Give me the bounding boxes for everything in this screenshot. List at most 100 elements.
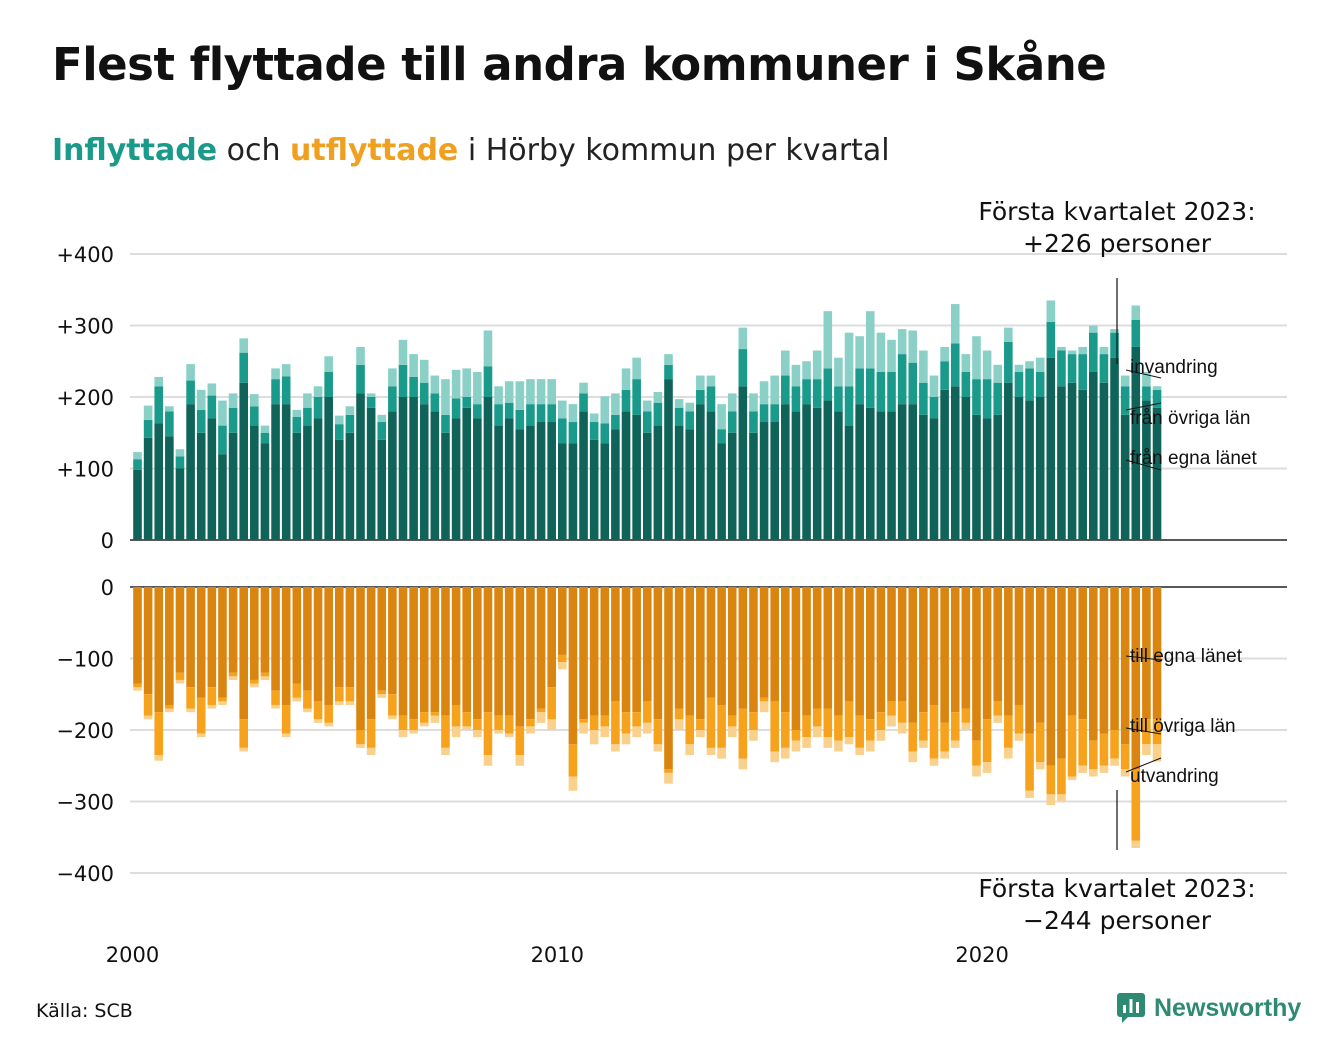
bar-in-1-65 [823,368,833,401]
bar-in-0-30 [451,418,461,540]
bar-out-0-77 [950,587,960,713]
series-label-in-2: från egna länet [1130,448,1257,469]
bar-out-0-10 [239,587,248,720]
bar-out-2-24 [388,715,397,720]
bar-out-2-15 [292,697,302,702]
bar-in-2-3 [165,406,174,412]
bar-in-0-14 [281,404,291,540]
subtitle-and-word: och [226,133,281,168]
bar-in-2-90 [1089,325,1098,333]
bar-out-2-66 [834,740,843,752]
bar-out-0-0 [133,587,142,684]
bar-in-0-2 [154,423,164,540]
bar-out-2-88 [1067,776,1077,781]
bar-out-1-72 [897,701,907,723]
bar-in-1-71 [887,371,896,412]
bar-out-1-29 [441,715,450,748]
bar-out-1-47 [632,712,641,727]
bar-out-0-6 [196,587,206,698]
bar-in-1-40 [558,418,567,444]
bar-in-2-12 [260,425,270,433]
bar-in-2-92 [1110,329,1119,333]
bar-out-1-88 [1067,715,1077,777]
bar-in-2-95 [1142,371,1151,387]
bar-in-1-16 [303,407,312,426]
bar-out-1-33 [483,712,493,756]
bar-out-1-53 [696,719,705,730]
bar-in-2-79 [972,336,981,380]
bar-out-0-40 [558,587,567,655]
bar-out-1-58 [749,712,758,731]
bar-out-2-74 [919,740,928,748]
bar-in-1-48 [642,411,652,433]
bar-out-2-5 [186,708,195,713]
bar-out-2-20 [345,701,355,705]
bar-out-2-18 [324,722,333,727]
bar-out-1-63 [802,715,811,738]
bar-out-1-96 [1152,719,1162,745]
bar-out-2-92 [1110,758,1119,766]
bar-in-2-54 [706,375,716,387]
bar-out-2-33 [483,755,493,766]
bar-out-1-2 [154,712,164,756]
bar-in-0-79 [972,414,981,541]
bar-out-1-32 [473,719,482,730]
series-label-out-0: till egna länet [1130,646,1243,667]
series-label-in-1: från övriga län [1130,408,1250,429]
bar-out-2-51 [674,719,684,730]
bar-in-2-59 [759,381,769,405]
bar-out-2-47 [632,726,641,738]
bar-in-2-37 [526,379,535,405]
bar-out-0-59 [759,587,769,698]
bar-in-1-73 [908,362,918,405]
bar-out-2-77 [950,740,960,748]
bar-out-2-78 [961,722,971,730]
bar-in-2-78 [961,354,971,372]
bar-out-2-1 [143,715,153,720]
bar-in-1-59 [759,404,769,423]
bar-out-2-34 [494,730,503,734]
bar-in-1-38 [536,404,546,423]
bar-in-0-38 [536,422,546,540]
bar-out-0-51 [674,587,684,709]
bar-out-0-93 [1120,587,1130,745]
bar-out-0-14 [281,587,291,705]
bar-out-1-64 [812,708,822,727]
bar-in-0-37 [526,425,535,540]
bar-out-1-89 [1078,719,1087,766]
bar-out-1-51 [674,708,684,720]
bar-out-2-25 [398,730,408,738]
bar-in-2-48 [642,400,652,412]
bar-out-1-37 [526,719,535,727]
bar-out-1-36 [515,726,525,756]
bar-out-0-83 [1014,587,1024,705]
bar-in-0-47 [632,414,641,541]
bar-out-2-53 [696,730,705,738]
bar-out-1-60 [770,701,779,752]
bar-in-2-22 [366,393,376,397]
bar-out-0-50 [664,587,673,770]
bar-out-1-86 [1046,765,1056,795]
bar-in-0-62 [791,411,801,540]
bar-in-0-72 [897,404,907,540]
bar-out-1-56 [727,715,737,727]
bar-out-2-85 [1035,762,1045,770]
bar-in-0-69 [865,407,875,540]
series-label-out-1: till övriga län [1130,716,1236,737]
bar-in-1-41 [568,422,578,444]
bar-in-2-15 [292,409,302,418]
bar-in-0-58 [749,432,758,540]
x-tick-labels: 2000 2010 2020 [106,943,1009,967]
bar-in-0-73 [908,404,918,540]
bar-in-1-9 [228,407,238,433]
bar-out-2-36 [515,755,525,766]
bar-out-2-32 [473,730,482,738]
bar-out-0-1 [143,587,153,695]
bar-out-2-35 [504,733,514,738]
bar-in-1-57 [738,349,748,387]
bar-out-0-79 [972,587,981,741]
bar-in-0-24 [388,411,397,540]
bar-in-0-44 [600,443,610,540]
bar-in-1-82 [1004,341,1013,383]
bar-in-0-27 [419,404,429,540]
